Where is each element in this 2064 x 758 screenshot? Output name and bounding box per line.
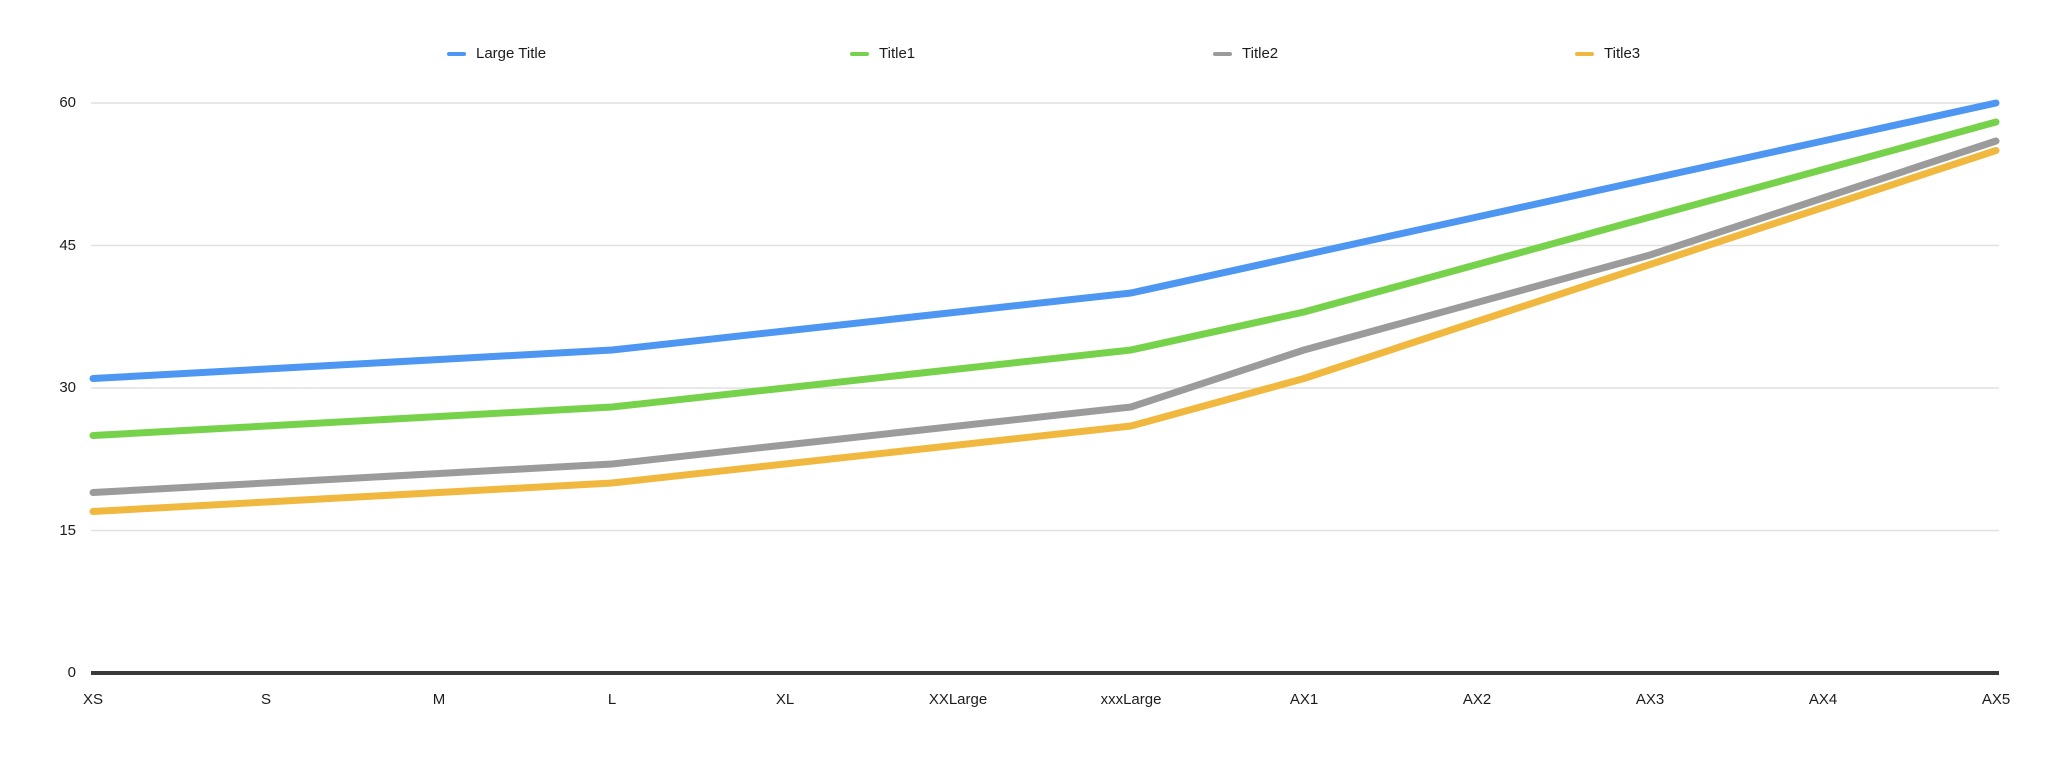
series-line-title2 (89, 137, 2000, 496)
x-tick-label: AX3 (1635, 691, 1665, 708)
x-tick-label: XXLarge (928, 691, 988, 708)
legend-label: Large Title (476, 45, 547, 62)
legend-swatch (1213, 52, 1232, 56)
x-tick-label: XS (82, 691, 103, 708)
y-tick-label: 60 (59, 94, 76, 111)
legend-label: Title2 (1242, 45, 1279, 62)
legend-swatch (850, 52, 869, 56)
x-tick-label: L (607, 691, 617, 708)
legend-item-large-title[interactable]: Large Title (447, 45, 546, 63)
x-tick-label: M (432, 691, 446, 708)
series-line-title1 (89, 118, 2000, 439)
legend-item-title1[interactable]: Title1 (850, 45, 915, 63)
series-line-large-title (89, 99, 2000, 382)
x-tick-label: S (260, 691, 271, 708)
y-tick-label: 30 (59, 379, 76, 396)
x-tick-label: XL (775, 691, 795, 708)
y-tick-label: 15 (59, 521, 76, 539)
x-tick-label: AX2 (1462, 691, 1492, 708)
y-tick-label: 45 (59, 236, 76, 254)
legend-swatch (447, 52, 466, 56)
legend-label: Title1 (879, 45, 916, 62)
x-tick-label: AX4 (1808, 691, 1838, 708)
x-tick-label: AX1 (1289, 691, 1319, 708)
legend-swatch (1575, 52, 1594, 56)
legend-item-title3[interactable]: Title3 (1575, 45, 1640, 63)
legend-item-title2[interactable]: Title2 (1213, 45, 1278, 63)
series-line-title3 (89, 147, 2000, 515)
y-tick-label: 0 (67, 664, 76, 681)
x-tick-label: AX5 (1981, 691, 2011, 708)
legend-label: Title3 (1604, 45, 1641, 62)
chart-legend: Large Title Title1 Title2 Title3 (0, 0, 2064, 70)
x-tick-label: xxxLarge (1100, 691, 1162, 708)
